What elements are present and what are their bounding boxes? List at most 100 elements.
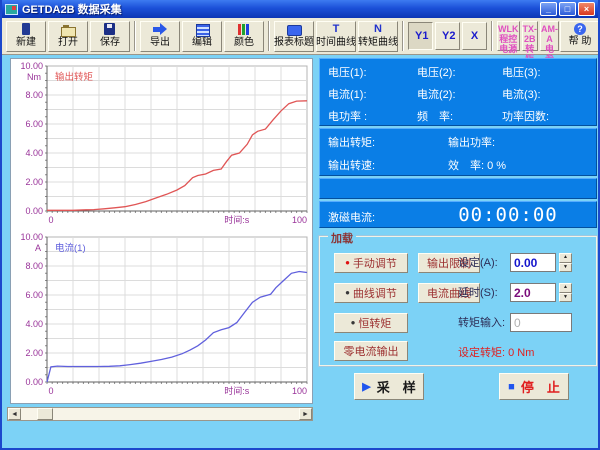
button-label: 保存 xyxy=(100,36,120,48)
load-panel-legend: 加载 xyxy=(328,230,356,246)
device-line1: TX-2B xyxy=(522,24,538,44)
svg-text:6.00: 6.00 xyxy=(25,290,43,300)
spin-up-icon[interactable]: ▲ xyxy=(559,283,572,293)
chart-hscrollbar[interactable]: ◄ ► xyxy=(7,407,313,421)
power-label: 电功率 : xyxy=(328,111,368,123)
button-label: 打开 xyxy=(58,36,78,48)
sample-button[interactable]: ▶ 采 样 xyxy=(354,373,424,400)
output-power-label: 输出功率: xyxy=(448,137,496,149)
export-button[interactable]: 导出 xyxy=(140,20,180,52)
open-folder-icon xyxy=(59,23,77,37)
open-button[interactable]: 打开 xyxy=(48,20,88,52)
svg-text:8.00: 8.00 xyxy=(25,90,43,100)
current-curve-button[interactable]: 电流曲线 xyxy=(418,283,480,303)
power-factor-label: 功率因数: xyxy=(502,111,550,123)
time-curve-button[interactable]: T 时间曲线 xyxy=(316,20,356,52)
radio-label: 手动调节 xyxy=(352,258,397,270)
manual-adjust-radio[interactable]: ● 手动调节 xyxy=(334,253,408,273)
radio-dot-icon: ● xyxy=(345,258,350,267)
toolbar: 新建 打开 保存 导出 编辑 颜色 报表标题 T 时间曲线 xyxy=(2,18,598,84)
frequency-label: 频 率: xyxy=(417,111,454,123)
delay-spinner: ▲ ▼ xyxy=(559,283,572,302)
spin-down-icon[interactable]: ▼ xyxy=(559,262,572,272)
report-title-button[interactable]: 报表标题 xyxy=(274,20,314,52)
axis-y1-button[interactable]: Y1 xyxy=(408,22,433,50)
output-section: 输出转矩: 输出功率: 输出转速: 效 率: 0 % xyxy=(319,128,597,176)
torque-curve-icon: N xyxy=(374,22,382,35)
scroll-left-icon[interactable]: ◄ xyxy=(8,408,21,420)
ama-params-button[interactable]: AM-A 电参数 xyxy=(540,21,559,74)
excitation-current-label: 激磁电流: xyxy=(328,212,376,224)
wlk-power-button[interactable]: WLK 程控电源 xyxy=(497,21,520,54)
efficiency-label: 效 率: 0 % xyxy=(448,160,507,172)
chart-panel: 输出转矩 0.00 2.00 4.00 6.00 8.00 10.00 Nm 0 100 时间:s… xyxy=(10,58,313,404)
app-icon xyxy=(5,3,18,15)
svg-text:0.00: 0.00 xyxy=(25,206,43,216)
torque-curve-button[interactable]: N 转矩曲线 xyxy=(358,20,398,52)
save-button[interactable]: 保存 xyxy=(90,20,130,52)
color-button[interactable]: 颜色 xyxy=(224,20,264,52)
color-bars-icon xyxy=(235,23,253,36)
radio-dot-icon: ● xyxy=(345,288,350,297)
scroll-right-icon[interactable]: ► xyxy=(299,408,312,420)
svg-text:2.00: 2.00 xyxy=(25,177,43,187)
stop-button[interactable]: ■ 停 止 xyxy=(499,373,569,400)
tx2b-torque-speed-button[interactable]: TX-2B 转矩转速 xyxy=(521,21,538,84)
stop-square-icon: ■ xyxy=(508,380,515,393)
delay-input[interactable] xyxy=(510,283,556,302)
constant-torque-radio[interactable]: ● 恒转矩 xyxy=(334,313,408,333)
scroll-track[interactable] xyxy=(21,408,299,420)
svg-text:0: 0 xyxy=(48,386,53,396)
electrical-section: 电压(1): 电压(2): 电压(3): 电流(1): 电流(2): 电流(3)… xyxy=(319,58,597,126)
button-label: 时间曲线 xyxy=(316,36,356,48)
output-speed-label: 输出转速: xyxy=(328,160,376,172)
sample-label: 采 样 xyxy=(376,380,416,395)
save-floppy-icon xyxy=(101,22,119,36)
edit-button[interactable]: 编辑 xyxy=(182,20,222,52)
new-button[interactable]: 新建 xyxy=(6,20,46,52)
toolbar-separator xyxy=(134,21,136,51)
current3-label: 电流(3): xyxy=(502,89,541,101)
device-line1: AM-A xyxy=(541,24,558,44)
minimize-button[interactable]: _ xyxy=(540,2,557,16)
window-title: GETDA2B 数据采集 xyxy=(22,4,122,16)
current2-label: 电流(2): xyxy=(417,89,456,101)
svg-text:4.00: 4.00 xyxy=(25,319,43,329)
new-document-icon xyxy=(17,22,35,36)
help-button[interactable]: ? 帮 助 xyxy=(560,20,598,52)
output-limit-button[interactable]: 输出限制 xyxy=(418,253,480,273)
set-current-spinner: ▲ ▼ xyxy=(559,253,572,272)
svg-text:0.00: 0.00 xyxy=(25,377,43,387)
stop-label: 停 止 xyxy=(520,380,560,395)
excitation-section: 激磁电流: 00:00:00 xyxy=(319,201,597,228)
play-icon: ▶ xyxy=(362,381,371,393)
svg-text:8.00: 8.00 xyxy=(25,261,43,271)
close-button[interactable]: × xyxy=(578,2,595,16)
axis-x-button[interactable]: X xyxy=(462,22,487,50)
toolbar-separator xyxy=(268,21,270,51)
set-current-label: 设定(A): xyxy=(458,257,498,269)
spin-down-icon[interactable]: ▼ xyxy=(559,292,572,302)
svg-text:6.00: 6.00 xyxy=(25,119,43,129)
current1-label: 电流(1): xyxy=(328,89,367,101)
button-label: 转矩曲线 xyxy=(358,36,398,48)
axis-y2-button[interactable]: Y2 xyxy=(435,22,460,50)
button-label: 编辑 xyxy=(192,36,212,48)
torque-input[interactable] xyxy=(510,313,572,332)
delay-label: 延时(S): xyxy=(458,287,498,299)
help-icon: ? xyxy=(574,22,586,35)
report-title-icon xyxy=(285,23,303,36)
voltage3-label: 电压(3): xyxy=(502,67,541,79)
svg-text:输出转矩: 输出转矩 xyxy=(55,71,94,83)
curve-adjust-radio[interactable]: ● 曲线调节 xyxy=(334,283,408,303)
svg-text:A: A xyxy=(35,243,41,253)
restore-button[interactable]: □ xyxy=(559,2,576,16)
set-current-input[interactable] xyxy=(510,253,556,272)
spin-up-icon[interactable]: ▲ xyxy=(559,253,572,263)
scroll-thumb[interactable] xyxy=(37,408,53,420)
torque-input-label: 转矩输入: xyxy=(458,317,506,329)
radio-dot-icon: ● xyxy=(350,318,356,327)
zero-current-output-button[interactable]: 零电流输出 xyxy=(334,341,408,361)
svg-text:100: 100 xyxy=(292,386,307,396)
